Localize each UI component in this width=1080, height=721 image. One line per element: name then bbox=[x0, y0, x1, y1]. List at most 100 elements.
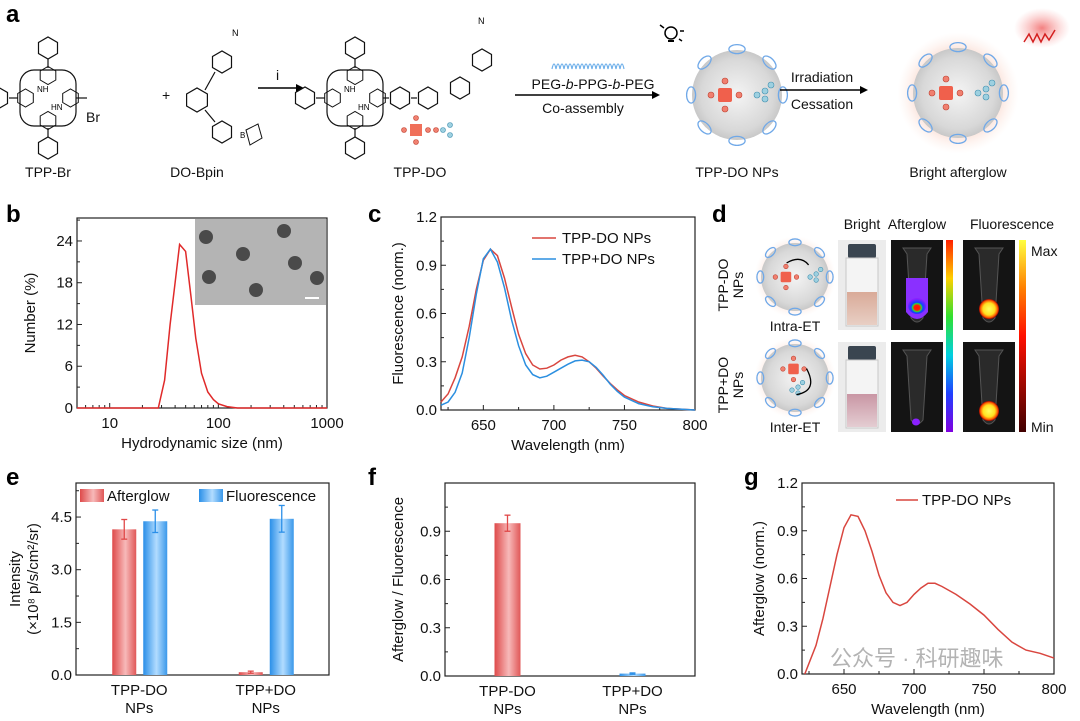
hn-label: HN bbox=[358, 103, 370, 112]
tem-inset-image bbox=[195, 219, 326, 305]
dioxene-icon bbox=[813, 277, 819, 283]
pyrrole-ring bbox=[346, 110, 364, 131]
arrow-head bbox=[652, 91, 660, 99]
y-tick-label: 0.0 bbox=[416, 402, 437, 419]
dioxene-icon bbox=[818, 266, 824, 273]
category-label: TPP+DO bbox=[602, 683, 662, 700]
scale-bar bbox=[305, 297, 319, 299]
hn-label: HN bbox=[51, 103, 63, 112]
nanoparticle-dot bbox=[249, 283, 263, 297]
porphyrin-icon bbox=[718, 88, 732, 102]
arrow-head bbox=[860, 86, 868, 94]
polymer-loop-icon bbox=[728, 43, 746, 55]
polymer-loop-icon bbox=[949, 133, 967, 145]
polymer-loop-icon bbox=[777, 86, 789, 104]
polymer-loop-icon bbox=[764, 295, 777, 308]
plot-frame-e bbox=[75, 482, 330, 676]
category-label: NPs bbox=[252, 700, 280, 717]
porphyrin-icon bbox=[410, 124, 422, 136]
legend-label: TPP-DO NPs bbox=[562, 230, 651, 247]
panel-label-f: f bbox=[368, 464, 377, 491]
x-axis-label: Hydrodynamic size (nm) bbox=[121, 435, 283, 452]
glow-halo bbox=[1014, 8, 1070, 48]
x-tick-label: 100 bbox=[206, 415, 231, 432]
category-label: TPP+DO bbox=[236, 682, 296, 699]
pyrrole-ring bbox=[346, 65, 364, 86]
polymer-loop-icon bbox=[728, 135, 746, 147]
polymer-loop-icon bbox=[983, 53, 998, 68]
benzene-ring bbox=[0, 87, 9, 109]
benzene-ring bbox=[37, 36, 59, 60]
dioxene-icon bbox=[761, 95, 769, 103]
vial-solution bbox=[847, 292, 877, 325]
pyrrole-ring bbox=[62, 88, 79, 108]
polymer-loop-icon bbox=[685, 86, 697, 104]
fluorescence-colorbar bbox=[1019, 240, 1026, 432]
y-tick-label: 0.0 bbox=[51, 667, 72, 684]
afterglow-colorbar bbox=[946, 240, 953, 432]
polymer-loop-icon bbox=[813, 347, 826, 360]
panel-label-c: c bbox=[368, 201, 381, 228]
dioxene-icon bbox=[982, 93, 990, 101]
row-label-tpp-do: TPP-DONPs bbox=[715, 258, 746, 311]
x-tick-label: 650 bbox=[471, 417, 496, 434]
polymer-loop-icon bbox=[756, 270, 765, 284]
y-tick-label: 0.0 bbox=[420, 668, 441, 685]
y-tick-label: 0.9 bbox=[777, 523, 798, 540]
y-axis-label: Number (%) bbox=[22, 273, 39, 354]
result-label: Bright afterglow bbox=[909, 164, 1007, 180]
polymer-loop-icon bbox=[918, 53, 933, 68]
polymer-loop-icon bbox=[949, 41, 967, 53]
legend-label: Afterglow bbox=[107, 488, 170, 505]
plot-frame-f bbox=[444, 482, 696, 677]
scale-min: Min bbox=[1031, 419, 1054, 435]
bar-ratio bbox=[494, 523, 521, 676]
nanoparticle-dot bbox=[236, 247, 250, 261]
y-tick-label: 0 bbox=[65, 400, 73, 417]
polymer-loop-icon bbox=[756, 371, 765, 385]
panel-label-a: a bbox=[6, 1, 20, 28]
n-atom: N bbox=[478, 16, 485, 26]
polymer-loop-icon bbox=[764, 396, 777, 409]
polymer-coil-icon bbox=[551, 63, 625, 70]
benzene-ring bbox=[417, 86, 439, 110]
series-line-tpp-do-nps bbox=[440, 248, 696, 411]
afterglow-signal bbox=[912, 418, 920, 426]
polymer-loop-icon bbox=[813, 246, 826, 259]
energy-transfer-arrow bbox=[796, 368, 812, 396]
y-axis-label-unit: (×10⁸ p/s/cm²/sr) bbox=[25, 523, 42, 635]
vial-solution bbox=[847, 394, 877, 427]
watermark: 公众号 · 科研趣味 bbox=[830, 646, 1004, 671]
polymer-loop-icon bbox=[762, 55, 777, 70]
column-fluorescence: Fluorescence bbox=[970, 216, 1054, 232]
porphyrin-icon bbox=[939, 86, 953, 100]
benzene-ring bbox=[211, 120, 233, 144]
y-tick-label: 1.2 bbox=[416, 209, 437, 226]
dioxene-icon bbox=[988, 79, 996, 87]
arrow-head bbox=[296, 84, 304, 92]
x-tick-label: 800 bbox=[682, 417, 707, 434]
benzene-ring bbox=[211, 50, 233, 74]
bar-fluorescence bbox=[143, 521, 168, 675]
imaging-panel: Bright Afterglow Fluorescence TPP-DONPs … bbox=[715, 216, 1057, 435]
x-tick-label: 650 bbox=[831, 681, 856, 698]
benzene-ring bbox=[471, 48, 493, 72]
y-axis-label: Afterglow (norm.) bbox=[751, 521, 768, 636]
series-line-tpp-do-nps bbox=[804, 513, 1055, 675]
dioxene-icon bbox=[753, 91, 761, 99]
polymer-loop-icon bbox=[764, 246, 777, 259]
scale-max: Max bbox=[1031, 243, 1057, 259]
dioxene-icon bbox=[799, 379, 806, 386]
legend-label: TPP-DO NPs bbox=[922, 492, 1011, 509]
y-axis-label: Fluorescence (norm.) bbox=[390, 242, 407, 385]
y-tick-label: 0.9 bbox=[420, 523, 441, 540]
category-label: TPP-DO bbox=[479, 683, 536, 700]
dioxene-icon bbox=[767, 81, 775, 89]
dioxene-icon bbox=[807, 274, 813, 280]
fluorescence-signal bbox=[979, 401, 999, 421]
y-tick-label: 0.3 bbox=[420, 620, 441, 637]
nanoparticle-dot bbox=[199, 230, 213, 244]
polymer-label: PEG-b-PPG-b-PEG bbox=[532, 76, 655, 92]
tpp-do-nanoparticle bbox=[685, 43, 789, 147]
